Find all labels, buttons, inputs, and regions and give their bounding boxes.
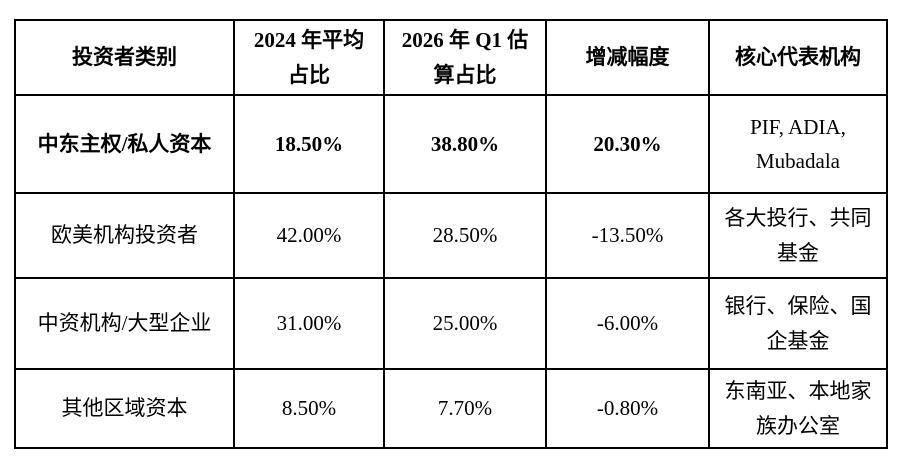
cell-change: -0.80% (545, 368, 710, 450)
cell-change: -6.00% (545, 277, 710, 371)
header-row: 投资者类别 2024 年平均 占比 2026 年 Q1 估 算占比 增减幅度 核… (14, 18, 888, 97)
cell-avg-2024: 42.00% (233, 192, 385, 280)
cell-avg-2024: 8.50% (233, 368, 385, 450)
cell-category: 欧美机构投资者 (14, 192, 235, 280)
col-header-core-institutions: 核心代表机构 (708, 18, 888, 97)
table-row-other-regional-capital: 其他区域资本 8.50% 7.70% -0.80% 东南亚、本地家 族办公室 (14, 368, 888, 450)
cell-institutions: 银行、保险、国 企基金 (708, 277, 888, 371)
cell-institutions: 东南亚、本地家 族办公室 (708, 368, 888, 450)
cell-est-2026-q1: 25.00% (383, 277, 547, 371)
col-header-investor-category: 投资者类别 (14, 18, 235, 97)
cell-institutions: PIF, ADIA, Mubadala (708, 94, 888, 195)
col-header-change-magnitude: 增减幅度 (545, 18, 710, 97)
cell-change: 20.30% (545, 94, 710, 195)
cell-avg-2024: 31.00% (233, 277, 385, 371)
table-row-western-institutional: 欧美机构投资者 42.00% 28.50% -13.50% 各大投行、共同 基金 (14, 192, 888, 280)
table-row-chinese-institutions: 中资机构/大型企业 31.00% 25.00% -6.00% 银行、保险、国 企… (14, 277, 888, 371)
investor-share-table: 投资者类别 2024 年平均 占比 2026 年 Q1 估 算占比 增减幅度 核… (14, 18, 888, 450)
col-header-2026-q1-estimated-share: 2026 年 Q1 估 算占比 (383, 18, 547, 97)
cell-est-2026-q1: 7.70% (383, 368, 547, 450)
cell-category: 中东主权/私人资本 (14, 94, 235, 195)
col-header-2024-average-share: 2024 年平均 占比 (233, 18, 385, 97)
table-row-middle-east-capital: 中东主权/私人资本 18.50% 38.80% 20.30% PIF, ADIA… (14, 94, 888, 195)
cell-est-2026-q1: 28.50% (383, 192, 547, 280)
cell-institutions: 各大投行、共同 基金 (708, 192, 888, 280)
cell-est-2026-q1: 38.80% (383, 94, 547, 195)
cell-category: 中资机构/大型企业 (14, 277, 235, 371)
cell-change: -13.50% (545, 192, 710, 280)
cell-avg-2024: 18.50% (233, 94, 385, 195)
cell-category: 其他区域资本 (14, 368, 235, 450)
